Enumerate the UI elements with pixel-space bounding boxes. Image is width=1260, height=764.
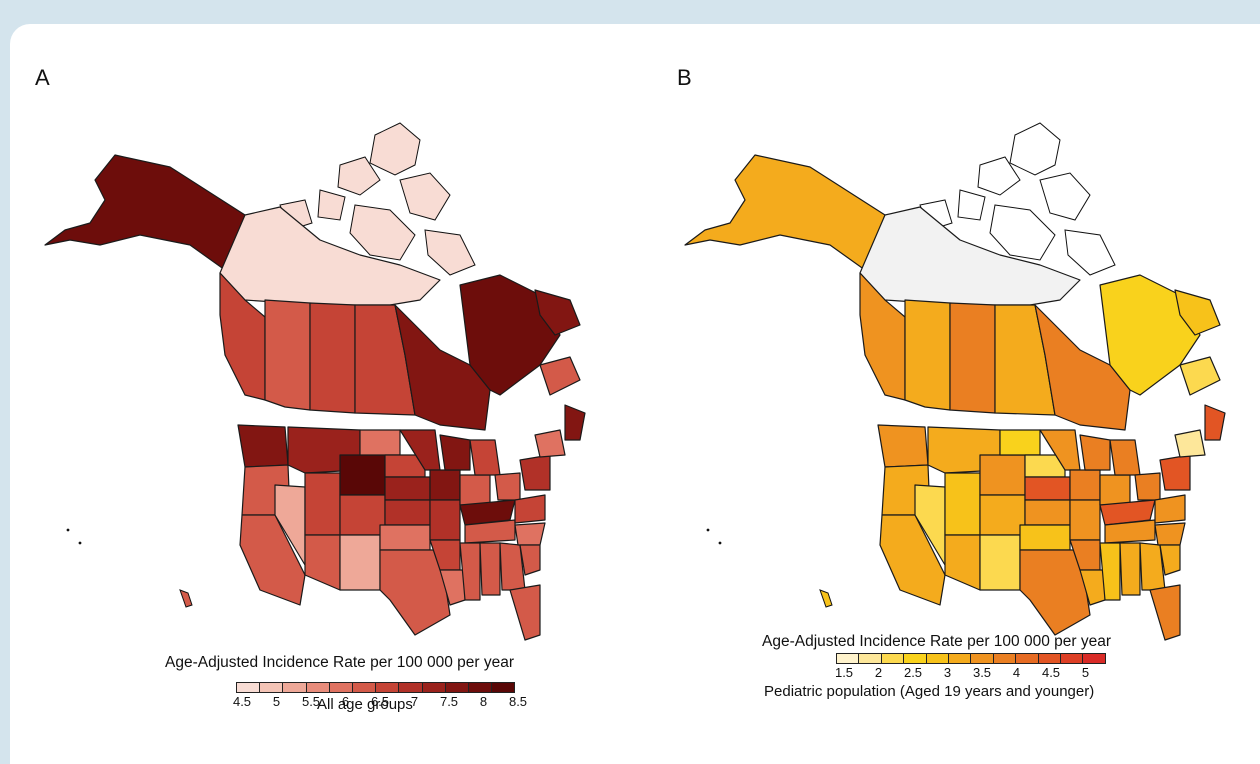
panel-a-legend-tick: 8.5: [508, 694, 528, 709]
panel-a-legend-swatch: [444, 682, 469, 693]
ontario: [1034, 304, 1131, 431]
panel-b-legend-tick: 3.5: [972, 665, 992, 680]
panel-b-legend-tick: 3: [943, 665, 952, 680]
panel-a-map: [44, 122, 586, 641]
panel-b-legend-tick: 2: [874, 665, 883, 680]
panel-a-legend-tick: 8: [479, 694, 488, 709]
hawaii: [819, 589, 833, 608]
panel-b-map: [684, 122, 1226, 641]
panel-b-legend-swatch: [970, 653, 994, 664]
panel-b-legend-swatch: [903, 653, 927, 664]
british-columbia: [859, 272, 906, 401]
panel-a-legend-swatch: [491, 682, 516, 693]
panel-a-legend-swatch: [352, 682, 377, 693]
panel-b-legend-swatch: [858, 653, 882, 664]
british-columbia: [219, 272, 266, 401]
newfoundland: [534, 289, 581, 336]
quebec: [1099, 274, 1201, 396]
panel-b-legend-tick: 2.5: [903, 665, 923, 680]
panel-b-legend-swatch: [925, 653, 949, 664]
panel-a-legend-swatch: [468, 682, 493, 693]
alberta: [264, 299, 311, 411]
alaska: [44, 154, 246, 271]
northern-territories: [859, 206, 1081, 306]
panel-b-legend-swatch: [992, 653, 1017, 664]
panel-a-legend-swatch: [328, 682, 353, 693]
panel-b-legend-subtitle: Pediatric population (Aged 19 years and …: [764, 683, 1095, 700]
panel-a-legend-tick: 4.5: [232, 694, 252, 709]
panel-b-legend-tick: 4.5: [1041, 665, 1061, 680]
panel-a-legend-swatch: [375, 682, 400, 693]
alaska: [684, 154, 886, 271]
panel-b-label: B: [677, 65, 692, 90]
saskatchewan: [309, 302, 356, 414]
panel-b-legend-tick: 5: [1081, 665, 1090, 680]
alberta: [904, 299, 951, 411]
panel-a-legend-swatch: [421, 682, 446, 693]
panel-a-label: A: [35, 65, 50, 90]
panel-b-legend-swatch: [948, 653, 972, 664]
panel-b-legend-swatch: [880, 653, 905, 664]
northern-territories: [219, 206, 441, 306]
panel-b-legend-swatch: [1060, 653, 1084, 664]
maritimes: [539, 356, 581, 396]
panel-b-legend-swatch: [1082, 653, 1106, 664]
panel-a-legend-tick: 5.5: [301, 694, 321, 709]
panel-a-legend-subtitle: All age groups: [317, 696, 413, 713]
panel-a-legend-tick: 7: [410, 694, 419, 709]
panel-b-legend-tick: 1.5: [834, 665, 854, 680]
panel-a-legend-swatch: [282, 682, 307, 693]
panel-b-legend-swatch: [1037, 653, 1061, 664]
panel-a-legend-tick: 6: [341, 694, 350, 709]
panel-b-legend-swatch: [836, 653, 860, 664]
panel-a-legend-tick: 5: [272, 694, 281, 709]
panel-a-legend-swatch: [398, 682, 423, 693]
quebec: [459, 274, 561, 396]
panel-a-legend-tick: 6.5: [370, 694, 390, 709]
newfoundland: [1174, 289, 1221, 336]
usa-states: [237, 404, 586, 641]
panel-a-legend-swatch: [236, 682, 261, 693]
panel-b-legend-title: Age-Adjusted Incidence Rate per 100 000 …: [762, 633, 1111, 650]
panel-a-legend-title: Age-Adjusted Incidence Rate per 100 000 …: [165, 654, 514, 671]
panel-a-legend-tick: 7.5: [439, 694, 459, 709]
panel-a-legend-swatch: [305, 682, 330, 693]
arctic-islands: [919, 122, 1116, 276]
maritimes: [1179, 356, 1221, 396]
usa-states: [877, 404, 1226, 641]
panel-a-legend-swatch: [259, 682, 284, 693]
panel-b-legend-tick: 4: [1012, 665, 1021, 680]
panel-b-legend-swatch: [1015, 653, 1039, 664]
hawaii: [179, 589, 193, 608]
ontario: [394, 304, 491, 431]
saskatchewan: [949, 302, 996, 414]
